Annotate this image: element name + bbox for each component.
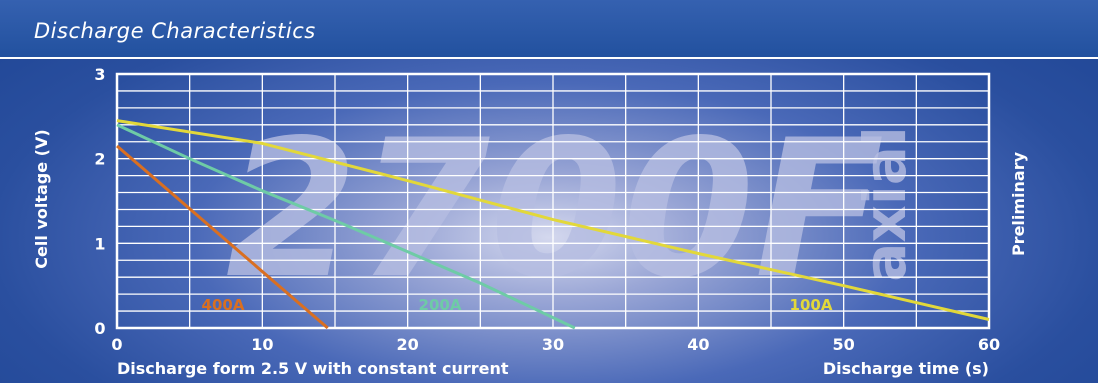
x-axis-note: Discharge form 2.5 V with constant curre… — [117, 359, 509, 378]
y-axis-label: Cell voltage (V) — [32, 129, 51, 268]
y-tick-label: 0 — [94, 319, 105, 338]
y-tick-label: 1 — [94, 234, 105, 253]
x-tick-label: 40 — [687, 335, 709, 354]
x-tick-label: 20 — [397, 335, 419, 354]
x-axis-label: Discharge time (s) — [823, 359, 989, 378]
x-tick-label: 30 — [542, 335, 564, 354]
preliminary-note: Preliminary — [1009, 151, 1028, 256]
x-tick-label: 50 — [833, 335, 855, 354]
series-label-400A: 400A — [202, 296, 245, 314]
x-tick-label: 60 — [978, 335, 1000, 354]
x-tick-label: 0 — [111, 335, 122, 354]
series-label-200A: 200A — [419, 296, 462, 314]
watermark-sub: axial — [851, 126, 919, 281]
x-tick-label: 10 — [251, 335, 273, 354]
series-label-100A: 100A — [790, 296, 833, 314]
y-tick-label: 3 — [94, 65, 105, 84]
y-tick-label: 2 — [94, 150, 105, 169]
